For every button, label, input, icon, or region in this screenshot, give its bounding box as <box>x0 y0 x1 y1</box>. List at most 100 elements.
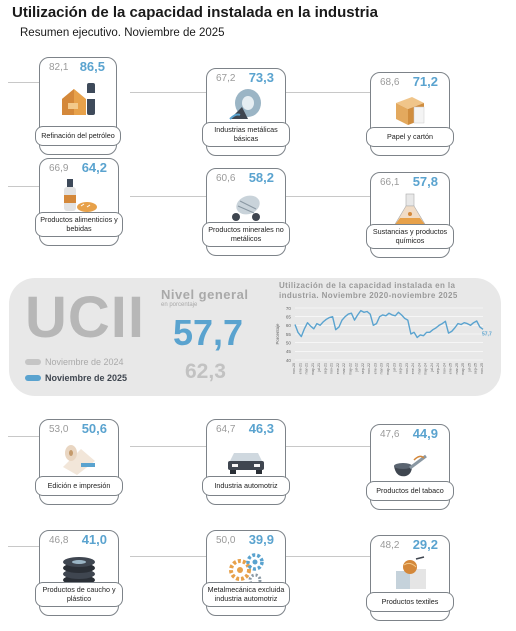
value-nov-2024: 66,1 <box>380 177 400 188</box>
x-tick-label: mar-24 <box>417 363 421 374</box>
summary-panel: UCII Noviembre de 2024 Noviembre de 2025… <box>9 278 501 396</box>
y-axis-label: Porcentaje <box>275 323 280 345</box>
legend-new: Noviembre de 2025 <box>25 373 127 383</box>
x-tick-label: sep-22 <box>361 363 365 374</box>
sector-label: Productos textiles <box>366 592 454 612</box>
x-tick-label: jul-25 <box>467 363 471 373</box>
x-tick-label: nov-20 <box>292 363 296 374</box>
value-nov-2024: 60,6 <box>216 173 236 184</box>
x-tick-label: may-22 <box>348 363 352 375</box>
yarn-icon <box>396 556 426 589</box>
nivel-general-unit: en porcentaje <box>161 302 198 308</box>
sector-label: Edición e impresión <box>35 476 123 496</box>
value-nov-2024: 82,1 <box>49 62 69 73</box>
x-tick-label: jul-22 <box>355 363 359 373</box>
car-icon <box>228 453 264 474</box>
sector-card-quimicos: 66,1 57,8 Sustancias y productos químico… <box>366 172 454 258</box>
sector-card-papel: 68,6 71,2 Papel y cartón <box>366 72 454 156</box>
sector-label: Productos de caucho y plástico <box>35 582 123 607</box>
sector-card-textiles: 48,2 29,2 Productos textiles <box>366 535 454 621</box>
x-tick-label: nov-21 <box>330 363 334 374</box>
refinery-icon <box>62 83 95 115</box>
value-nov-2025: 58,2 <box>248 170 274 185</box>
cement-mixer-icon <box>232 195 260 221</box>
y-tick-label: 45 <box>286 349 292 354</box>
value-nov-2025: 46,3 <box>248 421 274 436</box>
x-tick-label: ene-24 <box>411 363 415 374</box>
x-tick-label: nov-22 <box>367 363 371 374</box>
y-tick-label: 40 <box>286 358 292 363</box>
series-line <box>294 309 484 339</box>
x-tick-label: jul-23 <box>392 363 396 373</box>
last-value-label: 57,7 <box>482 331 492 337</box>
x-tick-label: sep-23 <box>399 363 403 374</box>
x-tick-label: ene-21 <box>298 363 302 374</box>
sector-card-automotriz: 64,7 46,3 Industria automotriz <box>202 419 290 505</box>
y-tick-label: 55 <box>286 332 292 337</box>
x-tick-label: mar-23 <box>380 363 384 374</box>
x-tick-label: ene-23 <box>373 363 377 374</box>
value-nov-2025: 29,2 <box>412 537 438 552</box>
connector-line <box>130 196 450 197</box>
x-tick-label: jul-24 <box>430 363 434 373</box>
gears-icon <box>229 553 264 587</box>
cardboard-box-icon <box>396 97 425 125</box>
nivel-general-nov-2024: 62,3 <box>185 360 226 383</box>
value-nov-2024: 47,6 <box>380 429 400 440</box>
y-tick-label: 65 <box>286 314 292 319</box>
value-nov-2025: 41,0 <box>81 532 107 547</box>
x-tick-label: nov-24 <box>442 363 446 374</box>
x-tick-label: may-24 <box>424 363 428 375</box>
sector-label: Productos minerales no metálicos <box>202 222 290 247</box>
value-nov-2024: 48,2 <box>380 540 400 551</box>
value-nov-2024: 53,0 <box>49 424 69 435</box>
value-nov-2025: 64,2 <box>81 160 107 175</box>
x-tick-label: mar-22 <box>342 363 346 374</box>
value-nov-2025: 44,9 <box>412 426 438 441</box>
paper-roll-icon <box>63 445 95 475</box>
sector-card-minerales: 60,6 58,2 Productos minerales no metálic… <box>202 168 290 256</box>
connector-line <box>130 446 450 447</box>
x-tick-label: may-25 <box>461 363 465 375</box>
legend-label-new: Noviembre de 2025 <box>45 373 128 383</box>
value-nov-2024: 68,6 <box>380 77 400 88</box>
x-tick-label: ene-25 <box>449 363 453 374</box>
sector-label: Industrias metálicas básicas <box>202 122 290 147</box>
value-nov-2024: 64,7 <box>216 424 236 435</box>
nivel-general-title: Nivel general <box>161 287 249 302</box>
legend-label-old: Noviembre de 2024 <box>45 357 124 367</box>
value-nov-2024: 46,8 <box>49 535 69 546</box>
sector-card-refinacion: 82,1 86,5 Refinación del petróleo <box>35 57 121 155</box>
y-tick-label: 60 <box>286 323 292 328</box>
sector-label: Sustancias y productos químicos <box>366 224 454 249</box>
chart-title: Utilización de la capacidad instalada en… <box>279 281 458 300</box>
x-tick-label: nov-23 <box>405 363 409 374</box>
nivel-general-nov-2025: 57,7 <box>173 312 244 353</box>
value-nov-2025: 57,8 <box>412 174 438 189</box>
sector-label: Productos del tabaco <box>366 481 454 501</box>
value-nov-2025: 71,2 <box>412 74 438 89</box>
value-nov-2025: 86,5 <box>79 59 105 74</box>
x-tick-label: may-21 <box>311 363 315 375</box>
page-title: Utilización de la capacidad instalada en… <box>12 4 378 21</box>
y-tick-label: 70 <box>286 306 292 311</box>
x-tick-label: mar-21 <box>305 363 309 374</box>
sector-card-edicion: 53,0 50,6 Edición e impresión <box>35 419 123 505</box>
value-nov-2024: 66,9 <box>49 163 69 174</box>
sector-card-alimenticios: 66,9 64,2 Productos alimenticios y bebid… <box>35 158 123 246</box>
ucii-logo: UCII <box>25 285 145 350</box>
value-nov-2025: 39,9 <box>248 532 274 547</box>
sector-card-metalmecanica: 50,0 39,9 Metalmecánica excluida industr… <box>202 530 290 616</box>
sector-label: Refinación del petróleo <box>35 126 121 146</box>
legend-old: Noviembre de 2024 <box>25 357 124 367</box>
metal-coil-icon <box>229 89 261 120</box>
sector-label: Industria automotriz <box>202 476 290 496</box>
connector-line <box>130 92 450 93</box>
sector-label: Metalmecánica excluida industria automot… <box>202 582 290 607</box>
connector-line <box>130 556 450 557</box>
legend-swatch-old <box>25 359 41 365</box>
value-nov-2024: 50,0 <box>216 535 236 546</box>
tobacco-pipe-icon <box>394 454 427 477</box>
x-tick-label: ene-22 <box>336 363 340 374</box>
